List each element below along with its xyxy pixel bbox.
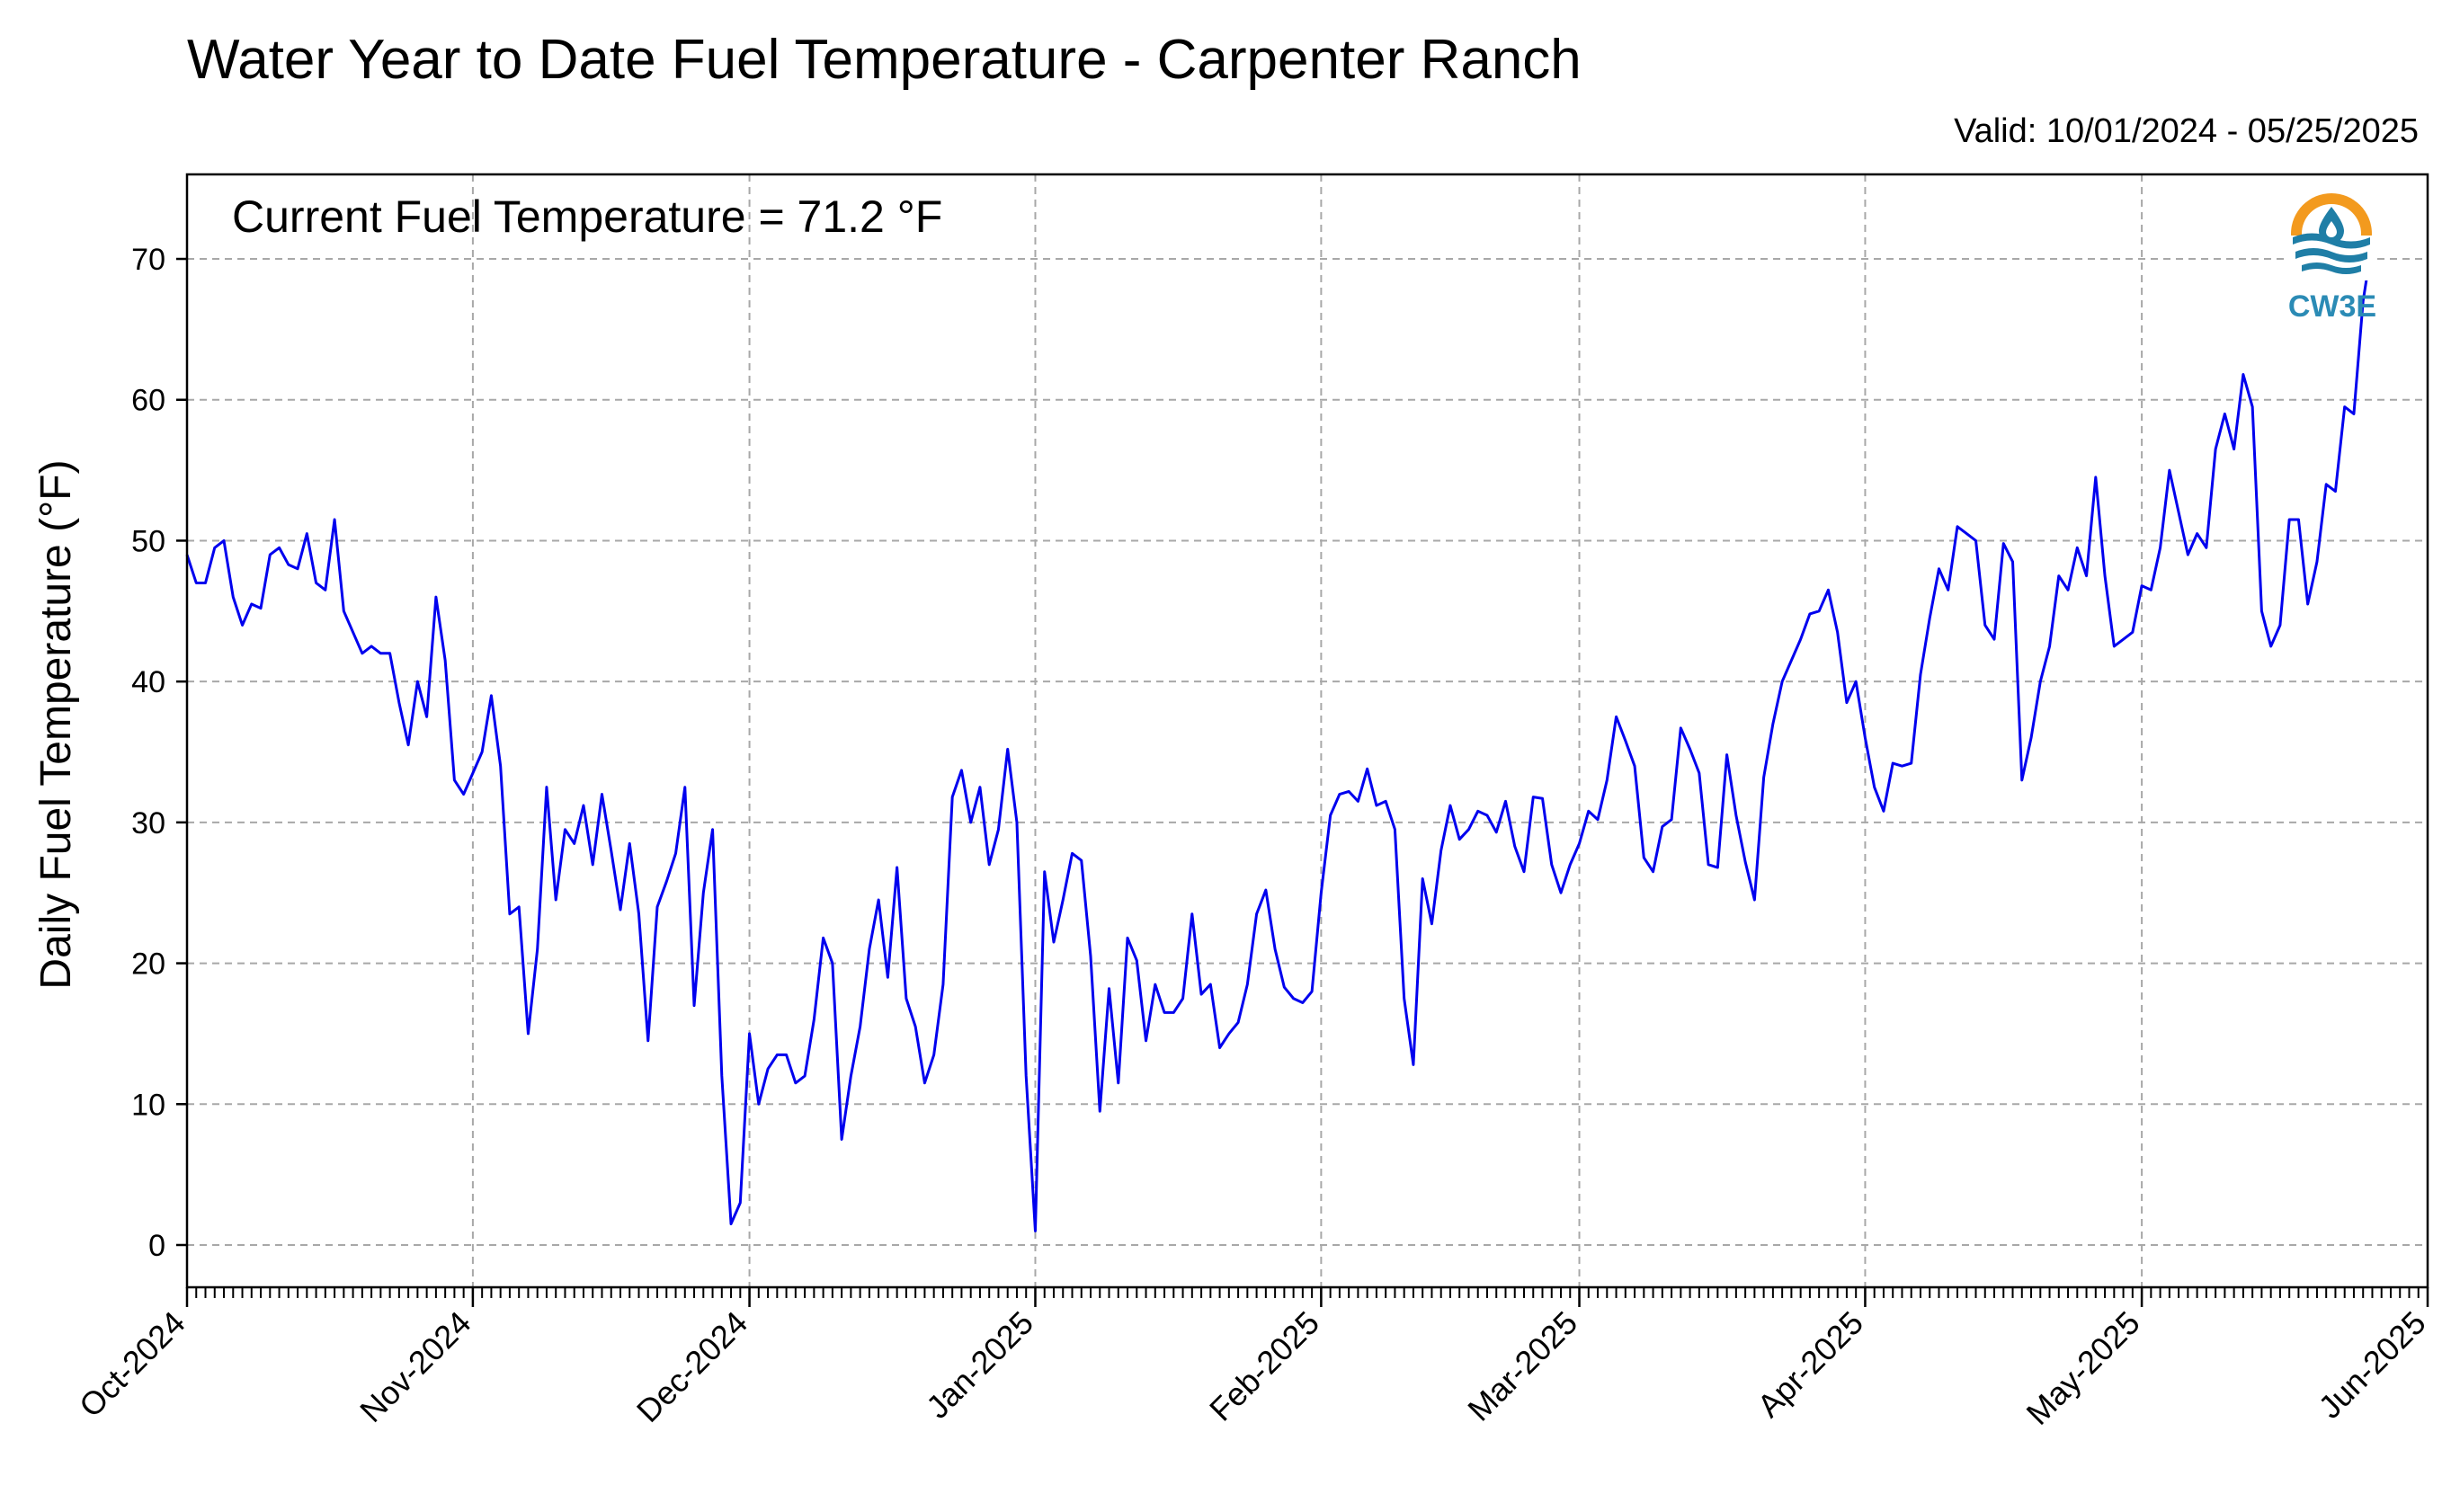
y-axis-label: Daily Fuel Temperature (°F): [32, 459, 80, 989]
y-tick-label: 30: [131, 806, 165, 840]
series-layer: [185, 241, 2374, 1232]
y-tick-label: 60: [131, 384, 165, 418]
y-tick-label: 0: [148, 1229, 165, 1263]
chart-title: Water Year to Date Fuel Temperature - Ca…: [187, 29, 1582, 91]
current-fuel-temperature-annotation: Current Fuel Temperature = 71.2 °F: [232, 191, 942, 242]
y-tick-label: 20: [131, 947, 165, 982]
series-line: [185, 241, 2374, 1232]
chart-subtitle: Valid: 10/01/2024 - 05/25/2025: [1954, 112, 2419, 150]
plot-frame: [185, 173, 2429, 1289]
y-tick-label: 10: [131, 1088, 165, 1122]
y-tick-label: 40: [131, 665, 165, 699]
y-tick-label: 70: [131, 243, 165, 277]
y-tick-label: 50: [131, 524, 165, 558]
cw3e-logo: CW3E: [2286, 193, 2376, 324]
logo-text: CW3E: [2288, 289, 2376, 324]
